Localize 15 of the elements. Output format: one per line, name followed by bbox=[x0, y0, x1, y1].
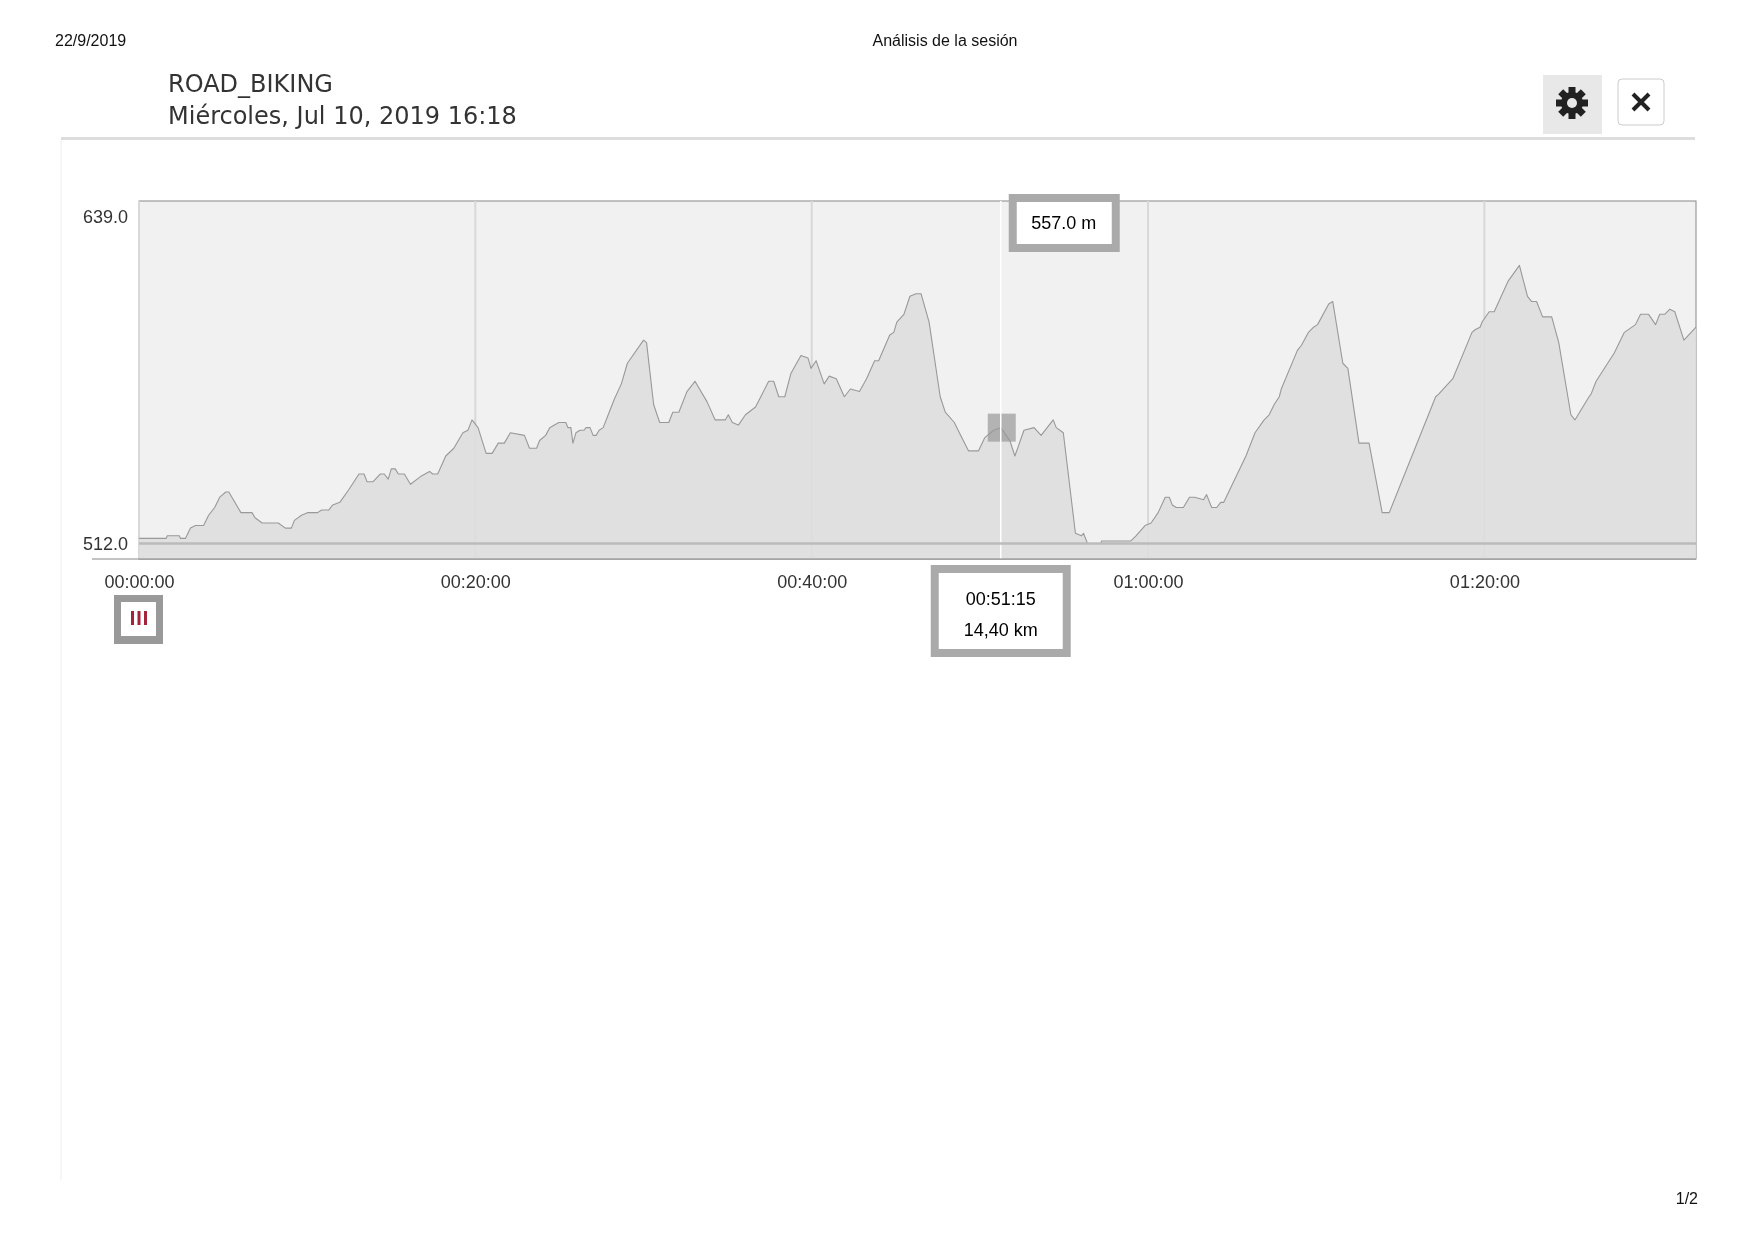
y-tick-label: 512.0 bbox=[82, 533, 128, 554]
text: 1/2 bbox=[1675, 1190, 1699, 1207]
x-tick-label: 00:40:00 bbox=[777, 571, 848, 592]
annotation: 557.0 m bbox=[1031, 213, 1097, 233]
x-tick-label: 01:20:00 bbox=[1449, 571, 1520, 592]
text: 22/9/2019 bbox=[55, 32, 127, 49]
text: 14,40 km bbox=[963, 620, 1038, 640]
chart-subtitle: Miércoles, Jul 10, 2019 16:18 bbox=[168, 102, 517, 130]
text: Análisis de la sesión bbox=[872, 32, 1018, 49]
x-tick-label: 00:20:00 bbox=[440, 571, 511, 592]
chart-title: ROAD_BIKING bbox=[168, 70, 333, 98]
x-tick-label: 01:00:00 bbox=[1113, 571, 1184, 592]
text: 00:51:15 bbox=[965, 589, 1036, 609]
x-tick-label: 00:00:00 bbox=[104, 571, 175, 592]
y-tick-label: 639.0 bbox=[82, 206, 128, 227]
